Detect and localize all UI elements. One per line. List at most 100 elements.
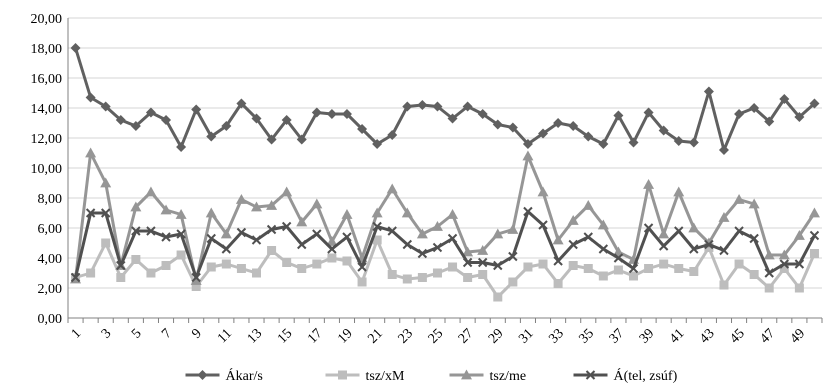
data-point: [161, 232, 171, 242]
data-point: [809, 230, 820, 241]
data-point: [402, 101, 413, 112]
data-point: [387, 226, 397, 236]
data-point: [448, 262, 458, 272]
data-point: [764, 283, 774, 293]
data-point: [85, 208, 96, 218]
data-point: [537, 186, 549, 197]
data-point: [372, 139, 383, 149]
legend-item: tsz/xM: [325, 369, 405, 384]
data-point: [461, 369, 472, 380]
x-tick-label: 49: [788, 326, 809, 347]
data-point: [85, 147, 97, 158]
data-point: [688, 222, 700, 233]
legend-item: Ákar/s: [185, 367, 263, 384]
data-point: [658, 228, 670, 239]
data-point: [191, 104, 202, 115]
data-point: [417, 100, 428, 110]
data-point: [176, 142, 187, 152]
data-point: [568, 239, 578, 250]
data-point: [432, 242, 443, 253]
data-point: [371, 207, 383, 218]
data-point: [311, 107, 322, 118]
data-point: [267, 246, 277, 255]
data-point: [749, 103, 760, 113]
data-point: [176, 229, 186, 239]
data-point: [281, 221, 292, 232]
y-tick-label: 0,00: [38, 312, 63, 327]
x-tick-label: 31: [516, 326, 537, 347]
data-point: [221, 259, 231, 269]
data-point: [794, 259, 805, 269]
data-point: [387, 270, 397, 279]
data-point: [130, 121, 141, 131]
data-point: [338, 370, 347, 380]
y-tick-label: 4,00: [38, 252, 63, 267]
data-point: [794, 112, 805, 122]
data-point: [734, 109, 745, 119]
data-point: [197, 370, 208, 380]
data-point: [719, 245, 729, 256]
data-point: [101, 238, 111, 248]
data-point: [327, 244, 337, 254]
data-point: [432, 268, 442, 278]
data-point: [808, 207, 820, 218]
data-point: [493, 292, 503, 302]
data-point: [146, 268, 156, 278]
data-point: [327, 253, 337, 263]
series-line: [74, 151, 816, 282]
x-tick-label: 9: [189, 326, 205, 342]
data-point: [643, 223, 654, 233]
data-point: [492, 228, 504, 239]
data-point: [401, 207, 413, 218]
data-point: [718, 145, 729, 155]
x-tick-label: 23: [396, 326, 417, 347]
x-tick-label: 21: [365, 326, 386, 347]
data-point: [508, 251, 518, 262]
x-tick-label: 1: [69, 326, 85, 342]
data-point: [507, 224, 519, 234]
data-point: [311, 198, 323, 209]
data-point: [342, 256, 352, 266]
data-point: [145, 186, 157, 197]
data-point: [764, 116, 775, 127]
x-tick-label: 45: [727, 326, 748, 347]
data-point: [493, 260, 503, 271]
x-tick-label: 33: [546, 326, 567, 347]
data-point: [553, 279, 563, 288]
data-point: [357, 262, 367, 272]
data-point: [477, 109, 488, 119]
data-point: [251, 201, 262, 212]
data-point: [523, 206, 533, 217]
data-point: [432, 101, 443, 112]
data-point: [251, 113, 262, 124]
data-point: [161, 115, 172, 125]
x-tick-label: 7: [159, 326, 175, 342]
data-point: [431, 221, 443, 231]
data-point: [357, 277, 367, 287]
data-point: [221, 244, 232, 254]
data-point: [733, 194, 745, 204]
data-point: [281, 115, 292, 125]
x-tick-label: 41: [667, 326, 688, 347]
x-tick-label: 37: [607, 326, 628, 347]
legend-label: Ákar/s: [226, 367, 263, 384]
series-line: [74, 47, 816, 152]
data-point: [342, 232, 352, 242]
data-point: [477, 245, 489, 255]
data-point: [357, 124, 368, 134]
data-point: [689, 244, 699, 254]
data-point: [673, 186, 685, 197]
data-point: [447, 113, 458, 124]
data-point: [552, 234, 564, 245]
data-point: [175, 209, 187, 219]
x-tick-label: 17: [305, 326, 326, 347]
data-point: [674, 264, 684, 273]
data-point: [568, 121, 579, 131]
legend-item: tsz/me: [449, 369, 526, 384]
data-point: [462, 246, 474, 257]
data-point: [779, 264, 789, 273]
data-point: [583, 264, 593, 273]
data-point: [538, 259, 548, 269]
data-point: [131, 255, 141, 264]
